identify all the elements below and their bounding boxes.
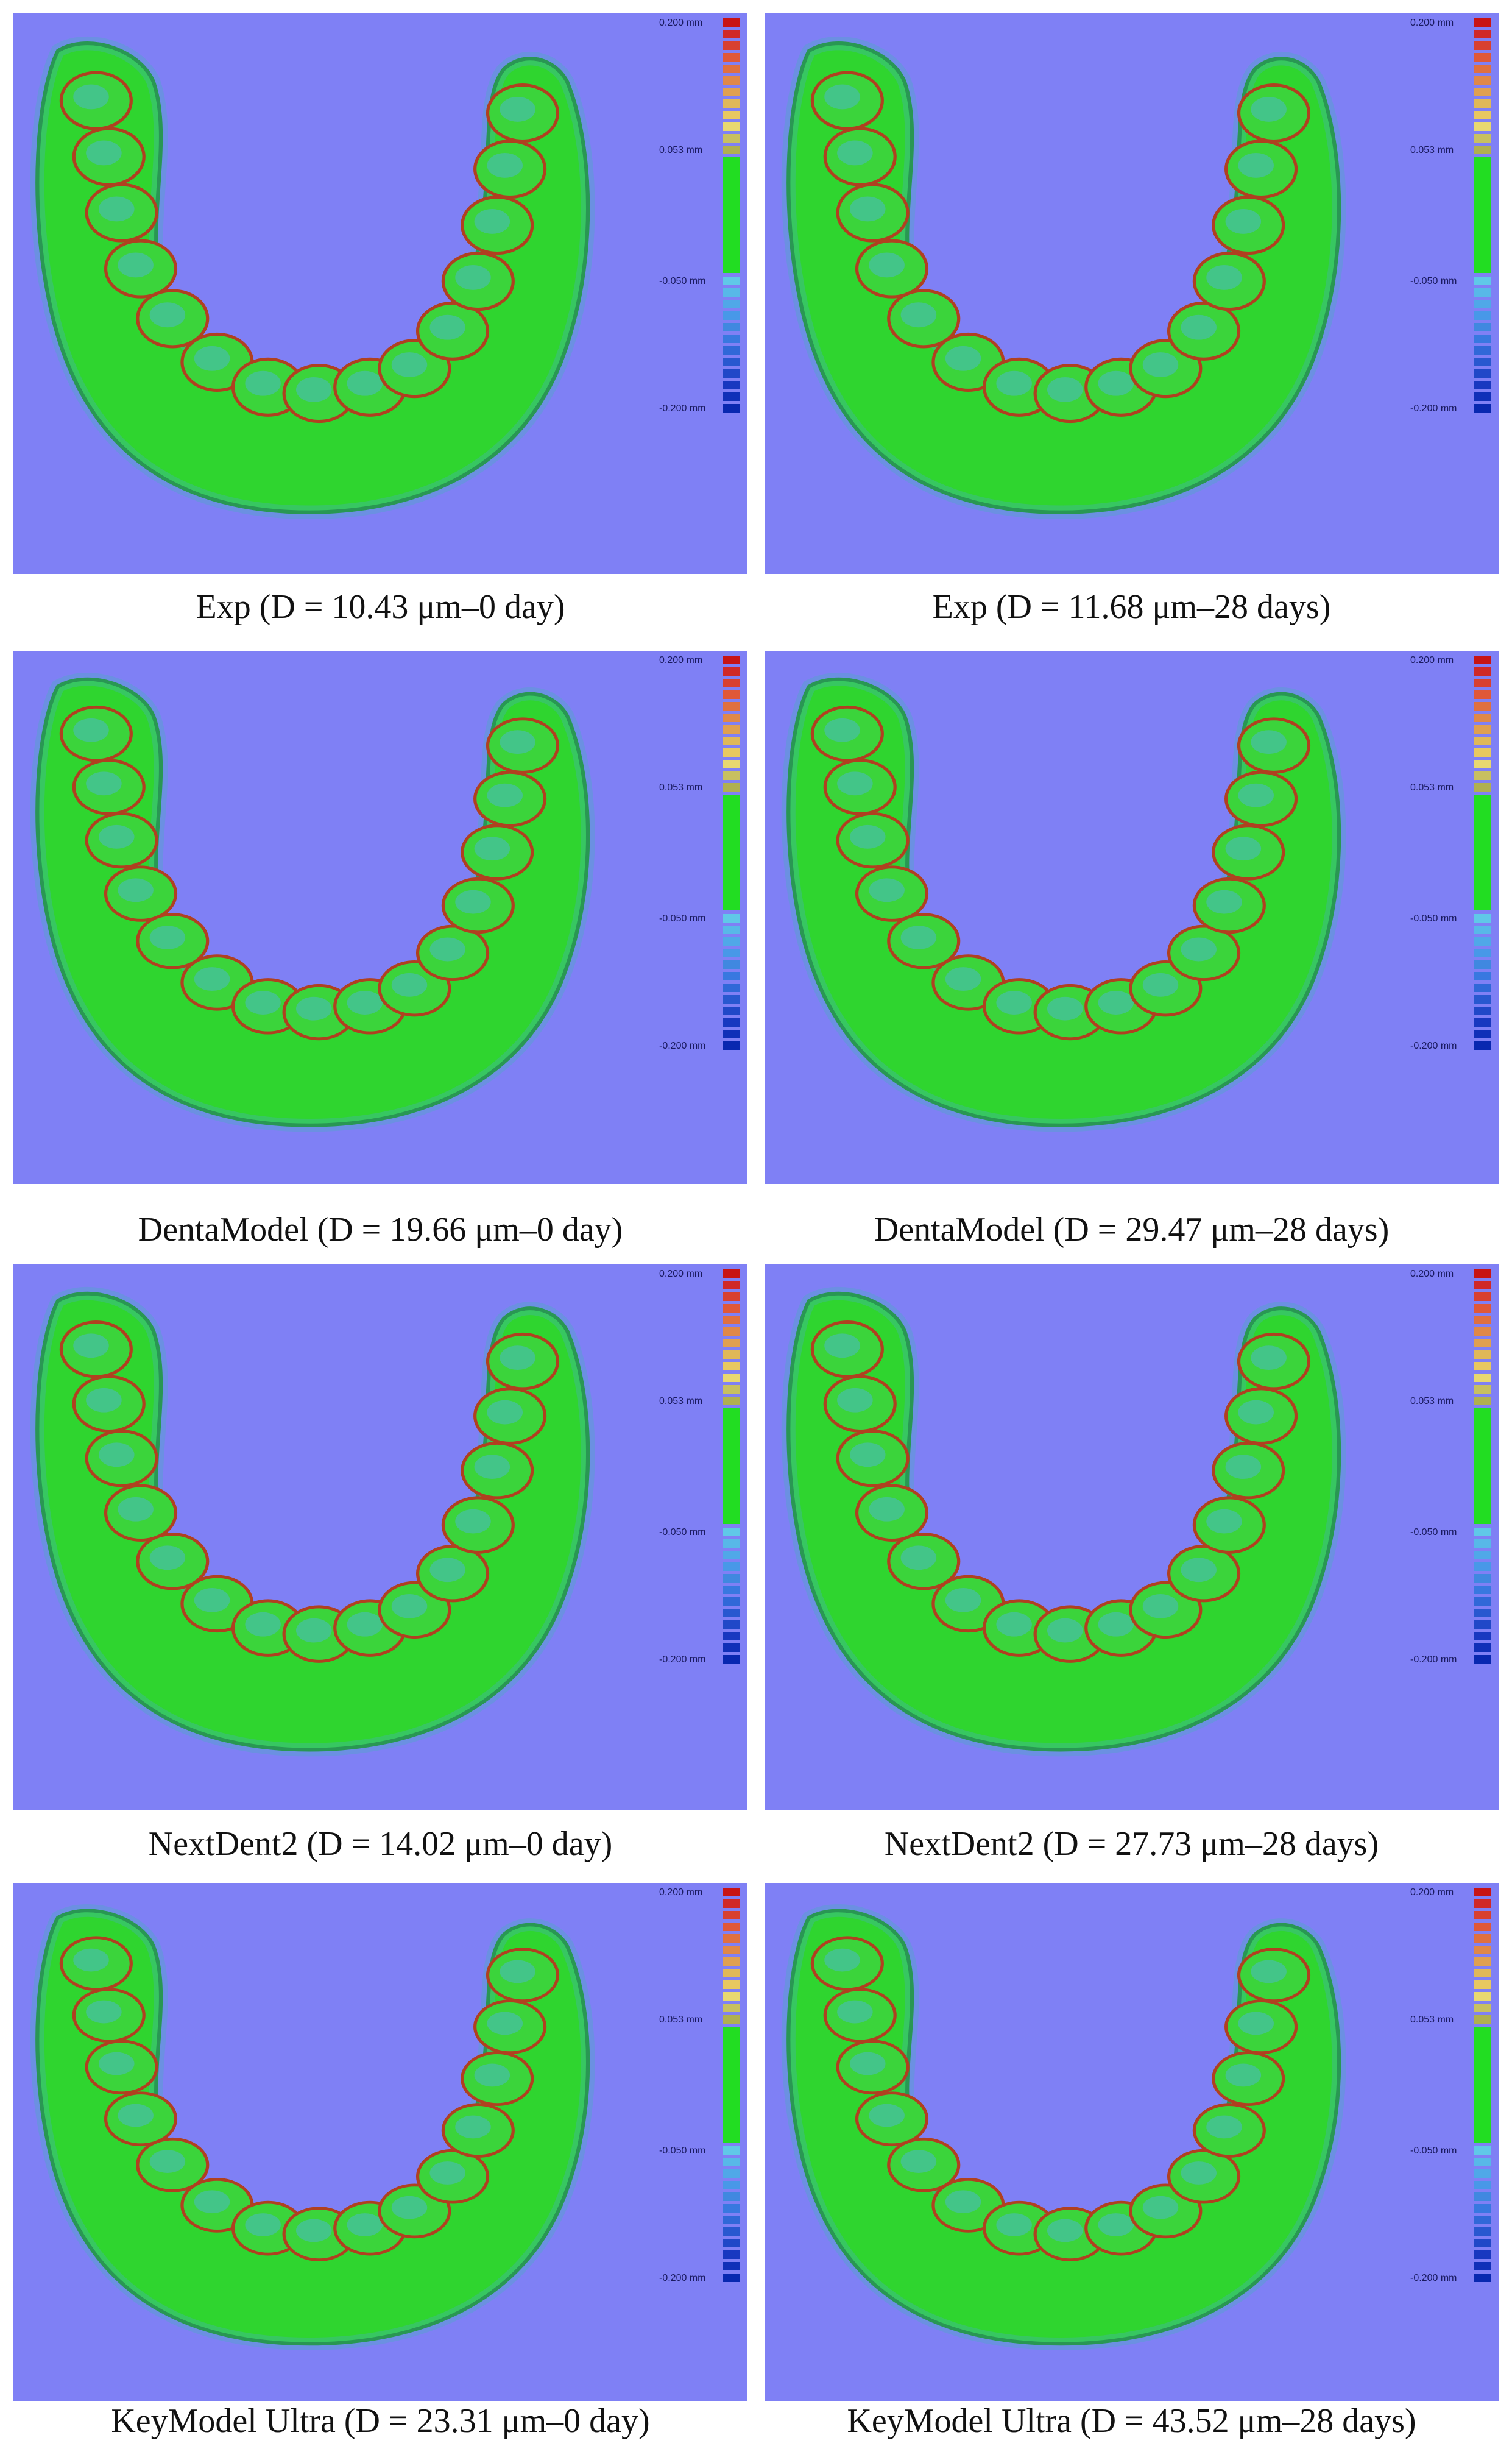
legend-tick-label: -0.200 mm	[1410, 403, 1457, 414]
panel-caption: Exp (D = 11.68 μm–28 days)	[932, 588, 1331, 626]
dental-arch-scan	[30, 673, 595, 1132]
legend-tick-label: -0.050 mm	[1410, 1527, 1457, 1537]
deviation-map-panel: 0.200 mm 0.053 mm -0.050 mm -0.200 mm	[13, 1883, 747, 2401]
dental-arch-scan	[30, 1286, 595, 1757]
panel-caption: Exp (D = 10.43 μm–0 day)	[196, 588, 565, 626]
legend-tick-label: -0.200 mm	[659, 403, 705, 414]
color-scale-legend: 0.200 mm 0.053 mm -0.050 mm -0.200 mm	[659, 1269, 740, 1665]
legend-tick-label: 0.200 mm	[1410, 18, 1454, 28]
panel-caption: NextDent2 (D = 14.02 μm–0 day)	[148, 1825, 613, 1863]
legend-tick-label: -0.200 mm	[659, 1041, 705, 1051]
dental-arch-scan	[30, 36, 595, 519]
panel-caption: DentaModel (D = 19.66 μm–0 day)	[138, 1211, 623, 1249]
panel-caption: KeyModel Ultra (D = 43.52 μm–28 days)	[847, 2402, 1416, 2440]
dental-arch-scan	[30, 1904, 595, 2350]
color-scale-legend: 0.200 mm 0.053 mm -0.050 mm -0.200 mm	[1410, 655, 1491, 1051]
legend-tick-label: 0.053 mm	[1410, 2015, 1454, 2025]
legend-tick-label: 0.053 mm	[659, 782, 702, 793]
legend-tick-label: 0.200 mm	[659, 1887, 702, 1898]
legend-tick-label: -0.200 mm	[1410, 2273, 1457, 2283]
legend-tick-label: -0.200 mm	[659, 2273, 705, 2283]
legend-tick-label: 0.053 mm	[1410, 145, 1454, 155]
dental-arch-scan	[781, 673, 1346, 1132]
legend-tick-label: -0.050 mm	[659, 276, 705, 286]
color-scale-legend: 0.200 mm 0.053 mm -0.050 mm -0.200 mm	[1410, 18, 1491, 414]
deviation-map-panel: 0.200 mm 0.053 mm -0.050 mm -0.200 mm	[13, 651, 747, 1184]
color-scale-legend: 0.200 mm 0.053 mm -0.050 mm -0.200 mm	[659, 1887, 740, 2283]
dental-arch-scan	[781, 1904, 1346, 2350]
legend-tick-label: 0.200 mm	[1410, 1269, 1454, 1279]
legend-tick-label: -0.050 mm	[659, 1527, 705, 1537]
color-scale-legend: 0.200 mm 0.053 mm -0.050 mm -0.200 mm	[659, 18, 740, 414]
deviation-map-panel: 0.200 mm 0.053 mm -0.050 mm -0.200 mm	[765, 13, 1499, 574]
legend-tick-label: 0.200 mm	[1410, 1887, 1454, 1898]
deviation-map-panel: 0.200 mm 0.053 mm -0.050 mm -0.200 mm	[765, 651, 1499, 1184]
color-scale-legend: 0.200 mm 0.053 mm -0.050 mm -0.200 mm	[1410, 1269, 1491, 1665]
deviation-map-panel: 0.200 mm 0.053 mm -0.050 mm -0.200 mm	[13, 13, 747, 574]
legend-tick-label: 0.053 mm	[659, 145, 702, 155]
legend-tick-label: 0.053 mm	[1410, 782, 1454, 793]
legend-tick-label: 0.053 mm	[1410, 1396, 1454, 1406]
legend-tick-label: 0.053 mm	[659, 2015, 702, 2025]
legend-tick-label: -0.200 mm	[1410, 1041, 1457, 1051]
color-scale-legend: 0.200 mm 0.053 mm -0.050 mm -0.200 mm	[659, 655, 740, 1051]
legend-tick-label: -0.050 mm	[1410, 913, 1457, 924]
legend-tick-label: -0.200 mm	[1410, 1654, 1457, 1665]
legend-tick-label: 0.200 mm	[659, 18, 702, 28]
deviation-map-panel: 0.200 mm 0.053 mm -0.050 mm -0.200 mm	[765, 1264, 1499, 1810]
deviation-map-panel: 0.200 mm 0.053 mm -0.050 mm -0.200 mm	[765, 1883, 1499, 2401]
legend-tick-label: -0.050 mm	[1410, 276, 1457, 286]
dental-arch-scan	[781, 1286, 1346, 1757]
legend-tick-label: 0.053 mm	[659, 1396, 702, 1406]
panel-caption: DentaModel (D = 29.47 μm–28 days)	[874, 1211, 1390, 1249]
legend-tick-label: 0.200 mm	[659, 655, 702, 665]
legend-tick-label: -0.050 mm	[659, 913, 705, 924]
dental-arch-scan	[781, 36, 1346, 519]
panel-caption: NextDent2 (D = 27.73 μm–28 days)	[884, 1825, 1379, 1863]
color-scale-legend: 0.200 mm 0.053 mm -0.050 mm -0.200 mm	[1410, 1887, 1491, 2283]
legend-tick-label: -0.050 mm	[1410, 2146, 1457, 2156]
deviation-map-panel: 0.200 mm 0.053 mm -0.050 mm -0.200 mm	[13, 1264, 747, 1810]
legend-tick-label: 0.200 mm	[659, 1269, 702, 1279]
legend-tick-label: -0.050 mm	[659, 2146, 705, 2156]
legend-tick-label: -0.200 mm	[659, 1654, 705, 1665]
legend-tick-label: 0.200 mm	[1410, 655, 1454, 665]
panel-caption: KeyModel Ultra (D = 23.31 μm–0 day)	[111, 2402, 650, 2440]
